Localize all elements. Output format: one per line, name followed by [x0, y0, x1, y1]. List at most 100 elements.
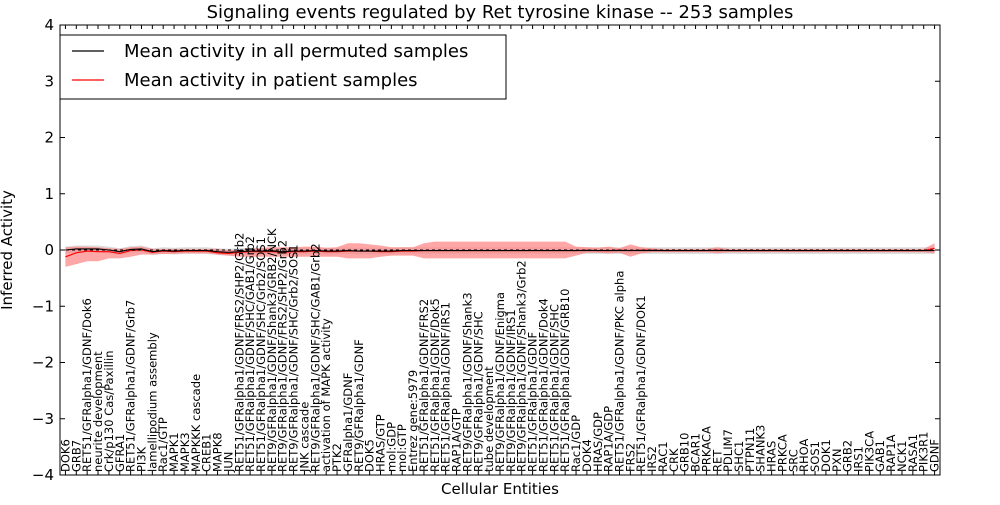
x-tick-label: RET51/GFRalpha1/GDNF/SHC: [547, 304, 561, 472]
x-tick-label: FRS2: [623, 443, 637, 472]
x-tick-label: PRKACA: [699, 426, 713, 472]
x-tick-label: RET51/GFRalpha1/GDNF/FRS2/SHP2/Grb2: [232, 233, 246, 472]
legend: Mean activity in all permuted samples Me…: [59, 34, 507, 100]
x-tick-label: BCAR1: [689, 433, 703, 472]
plot-area: 43210−1−2−3−4DOK6GRB7RET51/GFRalpha1/GDN…: [32, 16, 942, 484]
x-tick-label: RET9/GFRalpha1/GDNF/SHC: [471, 311, 485, 472]
x-tick-label: HRAS/GDP: [591, 412, 605, 472]
x-tick-label: GRB10: [678, 433, 692, 472]
y-tick-label: 4: [44, 16, 54, 34]
x-tick-label: RHOA: [797, 439, 811, 472]
x-tick-label: PTPN11: [743, 428, 757, 472]
x-tick-label: SRC: [786, 449, 800, 472]
x-tick-label: lamellipodium assembly: [145, 332, 159, 472]
x-tick-label: Rac1/GDP: [569, 415, 583, 472]
x-tick-label: RET51/GFRalpha1/GDNF/IRS1: [439, 302, 453, 472]
x-tick-label: GDNF: [928, 439, 942, 472]
y-tick-label: 0: [44, 241, 54, 259]
legend-label-permuted: Mean activity in all permuted samples: [124, 41, 468, 62]
x-tick-label: RET51/GFRalpha1/GDNF: [526, 332, 540, 472]
x-tick-label: MAPK8: [211, 432, 225, 472]
patient-variance-band: [65, 241, 935, 267]
x-tick-label: Crk/p130 Cas/Paxillin: [102, 351, 116, 472]
x-tick-label: GRB7: [69, 440, 83, 472]
x-tick-label: DOK4: [580, 439, 594, 472]
x-tick-label: MAPK3: [178, 432, 192, 472]
x-tick-label: RAP1A/GTP: [450, 408, 464, 472]
x-tick-label: CRK: [667, 448, 681, 472]
legend-box: [59, 34, 507, 100]
y-tick-label: 1: [44, 185, 54, 203]
x-tick-label: mol:GTP: [395, 424, 409, 472]
x-tick-label: GRB2: [841, 440, 855, 472]
x-tick-label: JUN: [221, 452, 235, 473]
x-tick-label: PIK3R1: [917, 432, 931, 473]
x-tick-label: RET51/GFRalpha1/GDNF/Dok4: [537, 298, 551, 472]
x-tick-label: PI3K: [135, 446, 149, 472]
x-tick-label: MAPKKK cascade: [189, 374, 203, 472]
x-tick-label: Rac1/GTP: [156, 417, 170, 472]
x-tick-label: RET9/GFRalpha1/GDNF/Shank3/Grb2: [515, 260, 529, 472]
x-tick-label: RASA1: [906, 434, 920, 472]
x-tick-label: RET9/GFRalpha1/GDNF/Enigma: [493, 292, 507, 472]
x-tick-label: GFRA1: [113, 434, 127, 472]
x-tick-label: GFRalpha1/GDNF: [341, 373, 355, 472]
x-tick-label: RET: [710, 449, 724, 472]
x-tick-label: DOK1: [819, 439, 833, 472]
x-tick-label: RET51/GFRalpha1/GDNF/FRS2: [417, 299, 431, 472]
y-axis-label: Inferred Activity: [0, 190, 16, 310]
x-tick-label: RET51/GFRalpha1/GDNF/Dok6: [80, 298, 94, 472]
y-tick-label: −1: [32, 297, 54, 315]
x-tick-label: PDLIM7: [721, 429, 735, 472]
y-tick-label: 3: [44, 72, 54, 90]
x-tick-label: RET9/GFRalpha1/GDNF/Shank3: [460, 292, 474, 472]
x-tick-label: HRAS: [765, 441, 779, 472]
permuted-mean-line: [65, 248, 935, 253]
y-tick-label: 2: [44, 129, 54, 147]
legend-label-patient: Mean activity in patient samples: [124, 70, 418, 91]
x-tick-label: SHC1: [732, 441, 746, 472]
x-tick-label: RAP1A: [884, 434, 898, 472]
x-tick-label: RET51/GFRalpha1/GDNF/SHC/Grb2/SOS1: [254, 237, 268, 472]
x-tick-label: PIK3CA: [862, 431, 876, 472]
x-tick-label: RET9/GFRalpha1/GDNF/IRS1: [504, 309, 518, 472]
y-tick-label: −3: [32, 410, 54, 428]
x-tick-label: RET9/GFRalpha1/GDNF: [352, 339, 366, 472]
x-tick-label: RET51/GFRalpha1/GDNF/SHC/GAB1/Grb2: [243, 236, 257, 472]
x-tick-label: Entrez gene:5979: [406, 370, 420, 472]
x-tick-label: activation of MAPK activity: [319, 318, 333, 472]
x-tick-label: JNK cascade: [297, 402, 311, 473]
x-tick-label: PXN: [830, 449, 844, 472]
x-tick-label: RET51/GFRalpha1/GDNF/DOK1: [634, 295, 648, 472]
x-tick-label: DOK5: [363, 439, 377, 472]
x-tick-label: RAC1: [656, 441, 670, 472]
x-tick-label: GAB1: [873, 440, 887, 472]
x-tick-label: MAPK1: [167, 432, 181, 472]
x-tick-label: tube development: [482, 366, 496, 472]
x-tick-label: HRAS/GTP: [374, 414, 388, 472]
x-tick-label: neurite development: [91, 351, 105, 472]
y-tick-label: −4: [32, 466, 54, 484]
x-tick-label: RET51/GFRalpha1/GDNF/PKC alpha: [613, 271, 627, 472]
x-tick-label: RET51/GFRalpha1/GDNF/GRB10: [558, 289, 572, 472]
x-tick-label: RET51/GFRalpha1/GDNF/Dok5: [428, 298, 442, 472]
x-tick-label: PRKCA: [776, 434, 790, 472]
x-tick-label: RET9/GFRalpha1/GDNF/SHC/Grb2/SOS1: [287, 244, 301, 472]
x-tick-label: RAP1A/GDP: [602, 406, 616, 472]
y-tick-label: −2: [32, 354, 54, 372]
x-axis-label: Cellular Entities: [441, 480, 559, 498]
chart-title: Signaling events regulated by Ret tyrosi…: [207, 2, 794, 23]
x-tick-label: PTK2: [330, 443, 344, 472]
x-tick-label: CREB1: [200, 434, 214, 473]
x-tick-label: DOK6: [58, 439, 72, 472]
x-tick-label: RET9/GFRalpha1/GDNF/Shank3/GRB2/NCK: [265, 228, 279, 472]
x-tick-label: RET9/GFRalpha1/GDNF/FRS2/SHP2/Grb2: [276, 240, 290, 472]
x-tick-label: SOS1: [808, 441, 822, 472]
x-tick-label: IRS2: [645, 446, 659, 472]
x-tick-label: IRS1: [852, 446, 866, 472]
x-tick-label: RET9/GFRalpha1/GDNF/SHC/GAB1/Grb2: [308, 243, 322, 472]
x-tick-label: RET51/GFRalpha1/GDNF/Grb7: [124, 300, 138, 472]
x-tick-label: NCK1: [895, 441, 909, 473]
